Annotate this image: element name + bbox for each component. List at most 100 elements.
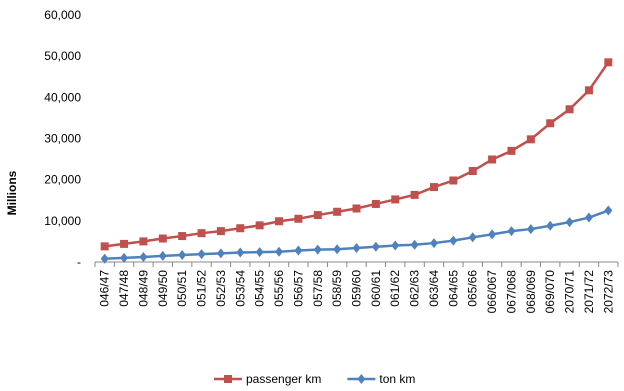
- y-tick-label: -: [77, 255, 81, 269]
- x-tick-label: 051/52: [195, 270, 209, 307]
- x-tick-label: 068/069: [524, 270, 538, 314]
- x-tick-label: 052/53: [214, 270, 228, 307]
- data-point: [275, 217, 284, 226]
- legend: passenger km ton km: [214, 372, 415, 386]
- y-tick-label: 40,000: [44, 90, 81, 104]
- x-tick-label: 066/067: [485, 270, 499, 314]
- data-point: [507, 146, 516, 155]
- data-point: [410, 190, 419, 199]
- data-point: [526, 224, 535, 235]
- x-tick-label: 057/58: [311, 270, 325, 307]
- data-point: [158, 250, 167, 261]
- data-point: [352, 204, 361, 213]
- data-point: [352, 243, 361, 254]
- data-point: [294, 214, 303, 223]
- x-tick-label: 046/47: [98, 270, 112, 307]
- series-passenger-km: [100, 58, 613, 251]
- x-tick-label: 2070/71: [563, 270, 577, 314]
- x-tick-label: 2072/73: [601, 270, 615, 314]
- data-point: [216, 227, 225, 236]
- x-tick-label: 063/64: [427, 270, 441, 307]
- y-tick-label: 30,000: [44, 132, 81, 146]
- x-tick-label: 056/57: [291, 270, 305, 307]
- data-point: [333, 207, 342, 216]
- x-tick-label: 047/48: [117, 270, 131, 307]
- x-tick-label: 062/63: [408, 270, 422, 307]
- data-point: [488, 155, 497, 164]
- data-point: [488, 229, 497, 240]
- legend-item: ton km: [347, 372, 415, 386]
- data-point: [197, 229, 206, 238]
- data-point: [429, 238, 438, 249]
- x-tick-label: 058/59: [330, 270, 344, 307]
- data-point: [565, 217, 574, 228]
- data-point: [584, 212, 593, 223]
- data-point: [526, 135, 535, 144]
- data-point: [178, 232, 187, 241]
- y-tick-label: 10,000: [44, 214, 81, 228]
- x-tick-label: 054/55: [253, 270, 267, 307]
- y-axis-ticks: - 10,000 20,000 30,000 40,000 50,000 60,000: [44, 8, 81, 269]
- data-point: [507, 226, 516, 237]
- data-point: [120, 252, 129, 263]
- data-point: [313, 244, 322, 255]
- data-point: [158, 234, 167, 243]
- legend-label: passenger km: [246, 372, 321, 386]
- data-point: [468, 232, 477, 243]
- y-tick-label: 20,000: [44, 173, 81, 187]
- x-tick-label: 059/60: [350, 270, 364, 307]
- legend-label: ton km: [379, 372, 415, 386]
- data-point: [216, 248, 225, 259]
- data-point: [294, 245, 303, 256]
- data-point: [236, 247, 245, 258]
- data-point: [371, 241, 380, 252]
- data-point: [178, 250, 187, 261]
- legend-marker: [224, 375, 232, 383]
- data-point: [604, 205, 613, 216]
- data-point: [391, 240, 400, 251]
- y-axis-title: Millions: [5, 170, 19, 215]
- data-point: [275, 246, 284, 257]
- x-tick-label: 2071/72: [582, 270, 596, 314]
- legend-marker: [357, 374, 366, 384]
- x-tick-label: 067/068: [504, 270, 518, 314]
- x-tick-label: 061/62: [388, 270, 402, 307]
- y-tick-label: 60,000: [44, 8, 81, 22]
- data-point: [313, 211, 322, 220]
- data-point: [391, 195, 400, 204]
- data-point: [100, 253, 109, 264]
- legend-item: passenger km: [214, 372, 321, 386]
- x-tick-label: 064/65: [446, 270, 460, 307]
- data-point: [410, 239, 419, 250]
- data-point: [100, 242, 109, 251]
- data-point: [449, 235, 458, 246]
- x-tick-label: 050/51: [175, 270, 189, 307]
- x-tick-label: 055/56: [272, 270, 286, 307]
- data-point: [333, 244, 342, 255]
- data-point: [371, 199, 380, 208]
- data-point: [197, 249, 206, 260]
- data-point: [449, 176, 458, 185]
- x-tick-label: 060/61: [369, 270, 383, 307]
- data-point: [139, 237, 148, 246]
- data-point: [546, 220, 555, 231]
- x-tick-label: 048/49: [136, 270, 150, 307]
- data-point: [429, 183, 438, 192]
- x-axis-ticks: 046/47 047/48 048/49 049/50 050/51 051/52 052/…: [94, 262, 619, 314]
- x-tick-label: 069/070: [543, 270, 557, 314]
- data-point: [236, 224, 245, 233]
- data-point: [255, 247, 264, 258]
- x-tick-label: 065/66: [466, 270, 480, 307]
- data-point: [565, 105, 574, 114]
- x-tick-label: 053/54: [233, 270, 247, 307]
- series-ton-km: [100, 205, 613, 264]
- data-point: [468, 167, 477, 176]
- y-tick-label: 50,000: [44, 49, 81, 63]
- data-point: [604, 58, 613, 67]
- data-point: [255, 221, 264, 230]
- series-line: [104, 61, 610, 248]
- data-point: [546, 119, 555, 128]
- data-point: [139, 252, 148, 263]
- data-point: [584, 86, 593, 95]
